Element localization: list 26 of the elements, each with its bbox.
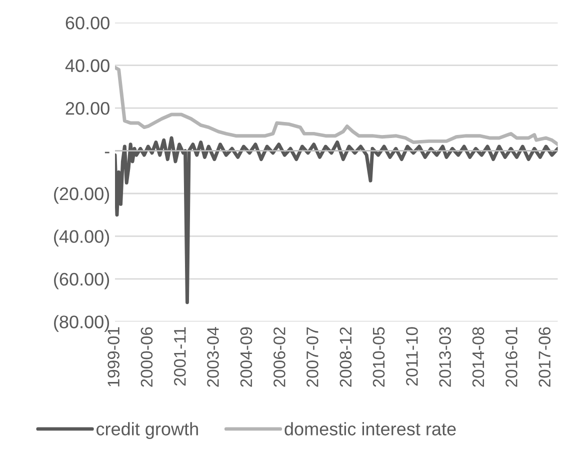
x-tick-label: 2010-05 [372,327,385,387]
y-tick-label: (20.00) [54,186,110,204]
x-tick-label: 1999-01 [108,327,120,386]
y-tick-label: (80.00) [54,315,110,332]
x-tick-label: 2001-11 [174,327,186,386]
x-tick-label: 2013-03 [439,327,451,387]
x-tick-label: 2003-04 [207,326,219,387]
x-tick-label: 2016-01 [506,327,518,387]
x-tick-label: 2008-12 [340,327,352,387]
x-tick-label: 2011-10 [406,327,418,386]
x-tick-label: 2000-06 [140,327,153,387]
line-series [115,66,558,146]
x-tick-label: 2004-09 [240,327,252,387]
x-tick-label: 2017-06 [538,327,550,387]
y-tick-label: 60.00 [66,16,110,30]
legend-label: domestic interest rate [284,422,456,436]
y-tick-label: - [104,152,110,154]
legend-label: credit growth [96,422,198,440]
y-tick-label: 40.00 [65,59,110,72]
x-tick-label: 2007-07 [306,327,318,387]
y-tick-label: (40.00) [54,230,110,246]
line-series [115,136,558,304]
y-tick-label: 20.00 [66,102,110,115]
y-tick-label: (60.00) [54,272,110,290]
x-tick-label: 2014-08 [472,327,484,387]
x-tick-label: 2006-02 [274,327,286,387]
